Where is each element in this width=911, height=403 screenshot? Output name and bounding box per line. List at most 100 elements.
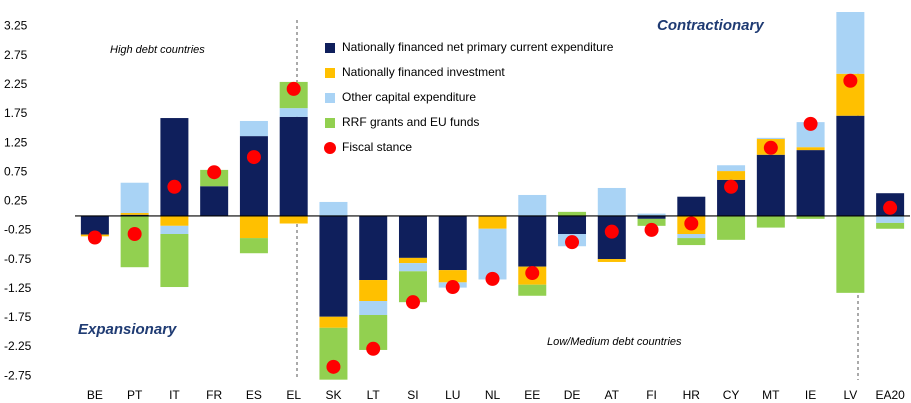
- y-tick-label: 1.25: [4, 135, 28, 149]
- x-tick-label: LT: [367, 388, 381, 402]
- bar-segment: [756, 154, 785, 216]
- legend-label: Fiscal stance: [342, 140, 412, 154]
- bar-segment: [279, 116, 308, 216]
- bar-segment: [359, 280, 388, 302]
- bar-segment: [677, 234, 706, 239]
- bar-segment: [120, 213, 149, 215]
- bar-segment: [836, 215, 865, 293]
- y-tick-label: 2.25: [4, 77, 28, 91]
- annotation: Expansionary: [78, 321, 177, 338]
- fiscal-stance-dot: [803, 116, 818, 131]
- x-tick-label: IT: [169, 388, 180, 402]
- bar-segment: [359, 301, 388, 315]
- x-tick-label: EE: [524, 388, 540, 402]
- y-tick-label: -2.25: [4, 339, 32, 353]
- fiscal-stance-dot: [883, 200, 898, 215]
- fiscal-stance-dot: [763, 140, 778, 155]
- x-tick-label: DE: [564, 388, 581, 402]
- y-tick-label: -0.25: [4, 223, 32, 237]
- x-tick-label: ES: [246, 388, 262, 402]
- bar-segment: [359, 215, 388, 281]
- fiscal-stance-dot: [286, 81, 301, 96]
- legend-swatch: [324, 142, 336, 154]
- fiscal-stance-dot: [366, 341, 381, 356]
- bar-segment: [518, 284, 547, 296]
- y-tick-label: 1.75: [4, 106, 28, 120]
- legend-label: Nationally financed investment: [342, 65, 505, 79]
- bar-segment: [597, 187, 626, 216]
- x-tick-label: AT: [605, 388, 620, 402]
- bar-segment: [756, 215, 785, 228]
- bar-segment: [717, 171, 746, 180]
- legend-swatch: [325, 93, 335, 103]
- bar-segment: [717, 165, 746, 172]
- bar-segment: [160, 118, 189, 216]
- x-tick-label: CY: [723, 388, 740, 402]
- fiscal-stance-dot: [644, 222, 659, 237]
- bar-segment: [558, 215, 587, 234]
- x-tick-label: SI: [407, 388, 418, 402]
- y-tick-label: -1.25: [4, 281, 32, 295]
- bar-segment: [200, 186, 229, 216]
- bar-segment: [239, 120, 268, 137]
- legend-label: Other capital expenditure: [342, 90, 476, 104]
- x-tick-label: MT: [762, 388, 780, 402]
- bar-segment: [796, 150, 825, 216]
- annotation: Low/Medium debt countries: [547, 336, 682, 348]
- bar-segment: [876, 222, 905, 229]
- bar-segment: [438, 215, 467, 271]
- fiscal-stance-dot: [326, 359, 341, 374]
- y-tick-label: 0.25: [4, 194, 28, 208]
- x-tick-label: FR: [206, 388, 222, 402]
- y-tick-label: 0.75: [4, 164, 28, 178]
- fiscal-stance-dot: [246, 150, 261, 165]
- y-tick-label: -2.75: [4, 368, 32, 382]
- bar-segment: [677, 196, 706, 216]
- x-tick-label: LV: [843, 388, 857, 402]
- bar-segment: [836, 115, 865, 216]
- bar-segment: [239, 238, 268, 254]
- fiscal-stance-dot: [684, 216, 699, 231]
- legend-swatch: [325, 68, 335, 78]
- bar-segment: [637, 213, 666, 216]
- fiscal-stance-dot: [445, 280, 460, 295]
- bar-segment: [438, 270, 467, 283]
- y-tick-label: -1.75: [4, 310, 32, 324]
- fiscal-stance-dot: [87, 230, 102, 245]
- fiscal-stance-dot: [843, 73, 858, 88]
- bar-segment: [398, 215, 427, 258]
- y-tick-label: 2.75: [4, 48, 28, 62]
- x-tick-label: NL: [485, 388, 501, 402]
- x-tick-label: FI: [646, 388, 657, 402]
- bar-segment: [796, 147, 825, 151]
- bar-segment: [398, 257, 427, 264]
- x-tick-label: EL: [286, 388, 301, 402]
- x-tick-label: LU: [445, 388, 460, 402]
- x-tick-label: SK: [325, 388, 341, 402]
- fiscal-stance-dot: [167, 179, 182, 194]
- bar-segment: [319, 316, 348, 328]
- bar-segment: [80, 215, 109, 235]
- legend-label: Nationally financed net primary current …: [342, 40, 614, 54]
- bar-segment: [597, 259, 626, 262]
- legend-swatch: [325, 118, 335, 128]
- bar-segment: [478, 228, 507, 280]
- fiscal-stance-dot: [405, 295, 420, 310]
- bar-segment: [239, 215, 268, 239]
- bar-segment: [637, 215, 666, 219]
- bar-segment: [518, 215, 547, 267]
- bar-segment: [677, 238, 706, 246]
- bar-segment: [279, 108, 308, 117]
- bar-segment: [120, 215, 149, 268]
- x-tick-label: HR: [683, 388, 701, 402]
- bar-segment: [239, 136, 268, 216]
- legend-swatch: [325, 43, 335, 53]
- bar-segment: [120, 182, 149, 214]
- fiscal-stance-dot: [565, 235, 580, 250]
- bar-segment: [756, 137, 785, 140]
- bar-segment: [717, 215, 746, 240]
- fiscal-stance-dot: [604, 224, 619, 239]
- bar-segment: [160, 234, 189, 288]
- x-tick-label: IE: [805, 388, 816, 402]
